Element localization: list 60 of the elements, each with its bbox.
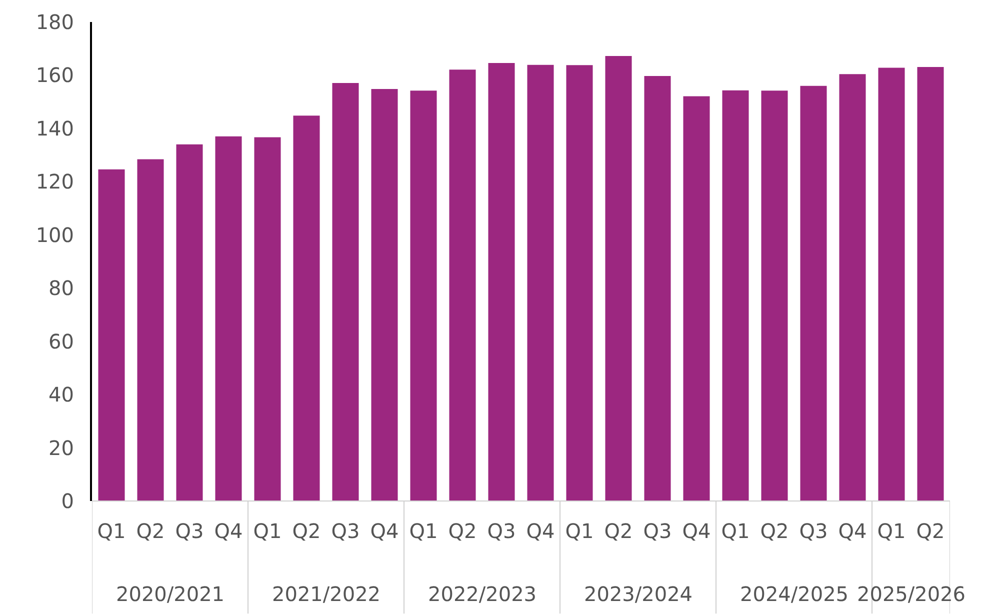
bar [878, 68, 905, 501]
bar [98, 169, 125, 501]
x-tick-label: Q2 [604, 519, 633, 543]
bar [761, 90, 788, 501]
x-tick-label: Q2 [760, 519, 789, 543]
bar [839, 74, 866, 501]
bar [800, 86, 827, 501]
x-tick-label: Q4 [526, 519, 555, 543]
y-tick-label: 20 [48, 436, 74, 460]
bar [644, 76, 671, 501]
y-tick-label: 160 [36, 63, 74, 88]
x-tick-label: Q1 [409, 519, 438, 543]
y-tick-label: 180 [36, 10, 74, 34]
x-tick-label: Q3 [175, 519, 204, 543]
bar [254, 137, 281, 501]
text: 2022/2023 [428, 582, 537, 606]
bar [449, 70, 476, 501]
y-tick-label: 120 [36, 170, 74, 194]
bar [722, 90, 749, 501]
y-tick-label: 80 [48, 276, 74, 300]
bar [176, 144, 203, 501]
x-tick-label: Q1 [253, 519, 282, 543]
x-tick-label: Q1 [97, 519, 126, 543]
x-tick-label: Q2 [916, 519, 945, 543]
bar [488, 62, 515, 501]
x-tick-label: Q3 [643, 519, 672, 543]
x-tick-label: Q2 [292, 519, 321, 543]
x-tick-label: Q2 [448, 519, 477, 543]
bar [566, 65, 593, 501]
x-tick-label: Q3 [331, 519, 360, 543]
x-tick-label: Q2 [136, 519, 165, 543]
bar [917, 66, 944, 501]
bar [215, 136, 242, 501]
x-tick-label: Q1 [565, 519, 594, 543]
bar [605, 56, 632, 501]
x-tick-label: Q3 [487, 519, 516, 543]
text: 2025/2026 [857, 582, 966, 606]
text: 2020/2021 [116, 582, 225, 606]
x-tick-label: Q4 [370, 519, 399, 543]
y-tick-label: 0 [61, 489, 74, 513]
y-tick-label: 100 [36, 222, 74, 247]
x-tick-label: Q1 [721, 519, 750, 543]
x-tick-label: Q4 [682, 519, 711, 543]
y-tick-label: 140 [36, 116, 74, 140]
bar [683, 96, 710, 501]
y-tick-label: 40 [48, 382, 74, 407]
x-tick-label: Q1 [877, 519, 906, 543]
bar [371, 89, 398, 501]
x-tick-label: Q3 [799, 519, 828, 543]
bar [293, 116, 320, 501]
x-tick-label: Q4 [214, 519, 243, 543]
text: 2021/2022 [272, 582, 381, 606]
x-tick-label: Q4 [838, 519, 867, 543]
bar [137, 159, 164, 501]
text: 2024/2025 [740, 582, 849, 606]
text: 2023/2024 [584, 582, 693, 606]
bar [410, 90, 437, 501]
bar [332, 82, 359, 501]
y-tick-label: 60 [48, 329, 74, 354]
bar [527, 64, 554, 501]
